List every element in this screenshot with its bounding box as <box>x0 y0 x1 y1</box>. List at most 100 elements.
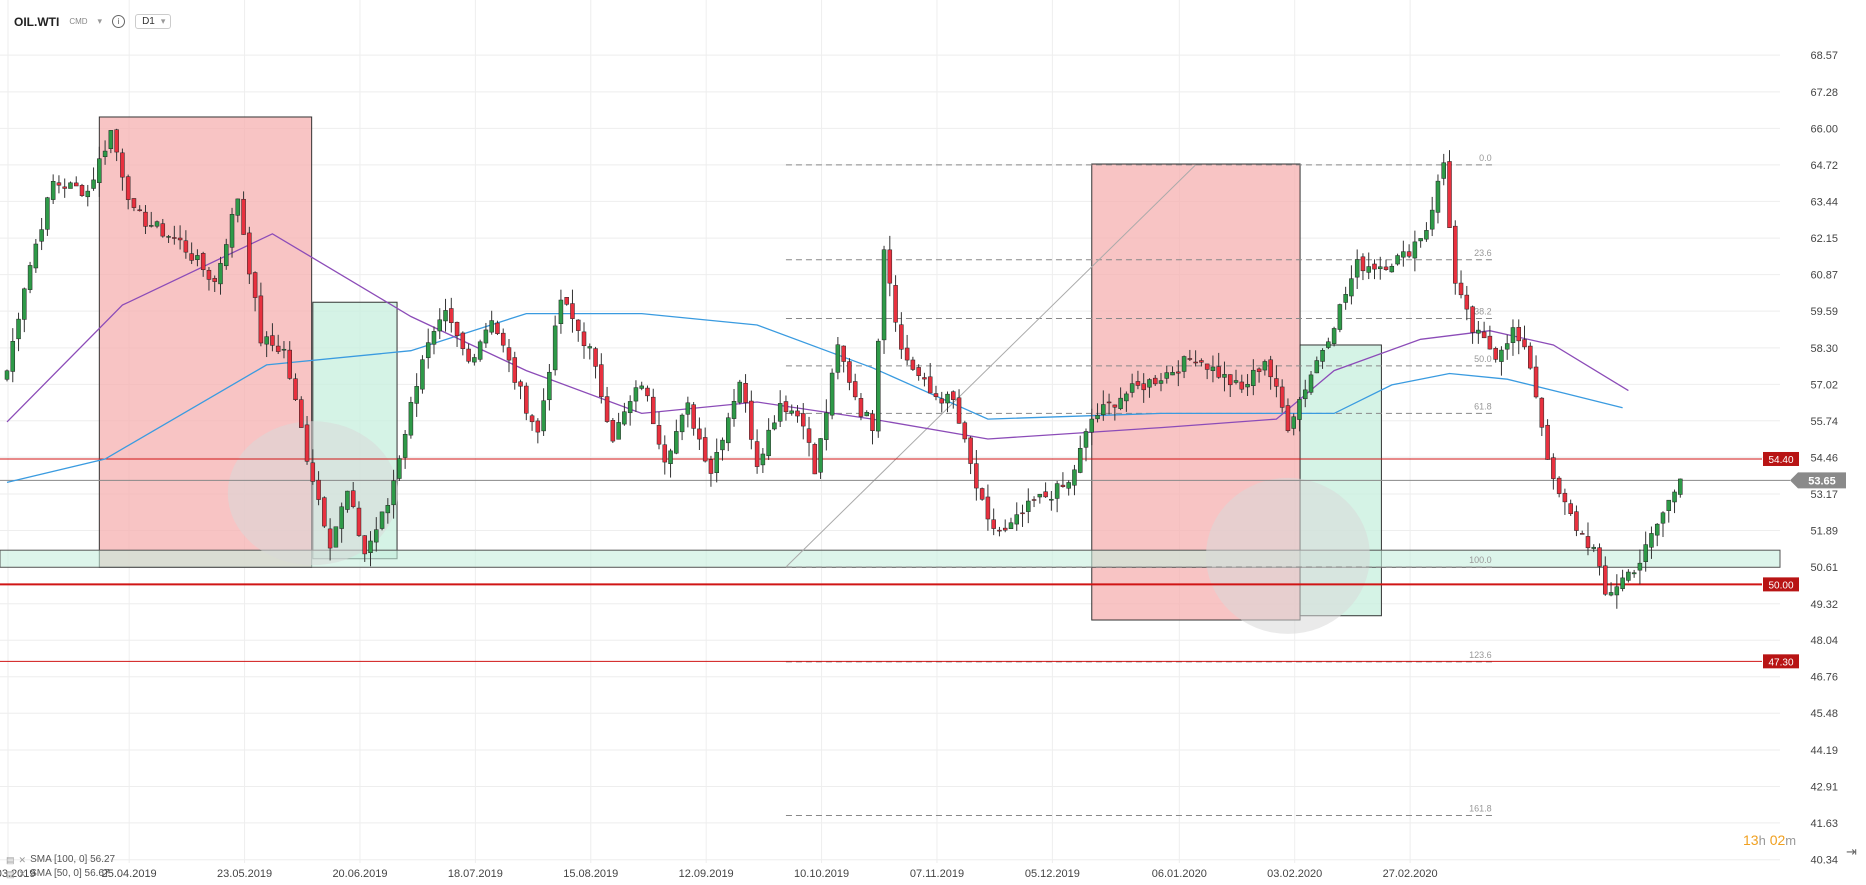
candle-body <box>425 342 431 359</box>
candle-body <box>674 431 679 454</box>
time-axis[interactable]: 27.03.2019 25.04.2019 23.05.2019 20.06.2019… <box>0 868 1438 880</box>
candle-body <box>1256 368 1262 372</box>
candle-body <box>910 359 916 370</box>
y-tick-label: 67.28 <box>1810 87 1838 99</box>
candle-body <box>714 452 719 473</box>
candle-body <box>10 341 16 372</box>
candle-body <box>1360 256 1366 272</box>
candle-body <box>760 453 766 466</box>
candle-body <box>979 488 985 500</box>
timeframe-select[interactable]: D1 ▾ <box>135 14 172 29</box>
candle-body <box>697 428 702 440</box>
candle-body <box>1343 294 1348 303</box>
scroll-to-end-icon[interactable]: ⇥ <box>1846 844 1857 859</box>
candle-body <box>189 253 194 261</box>
candle-body <box>1106 401 1112 404</box>
candle-body <box>829 372 835 416</box>
candle-body <box>956 397 962 424</box>
candle-body <box>200 253 206 271</box>
close-icon[interactable]: ✕ <box>18 869 27 879</box>
candle-body <box>737 381 743 403</box>
y-tick-label: 50.61 <box>1810 562 1838 574</box>
legend-item-sma100[interactable]: ▤ ✕ SMA [100, 0] 56.27 <box>6 853 115 867</box>
candle-body <box>264 336 269 345</box>
candle-body <box>858 398 864 417</box>
y-tick-label: 41.63 <box>1810 818 1838 830</box>
candle-body <box>79 185 85 196</box>
candle-body <box>414 386 419 404</box>
candle-body <box>137 209 142 212</box>
candle-body <box>1331 328 1337 344</box>
candle-body <box>593 348 598 367</box>
candle-body <box>1279 386 1285 408</box>
candle-body <box>1585 536 1591 549</box>
candle-body <box>1447 161 1452 228</box>
candle-body <box>1666 499 1672 511</box>
timer-hours-unit: h <box>1758 833 1766 848</box>
candle-body <box>247 232 252 275</box>
candle-body <box>1014 514 1019 525</box>
x-tick-label: 15.08.2019 <box>563 868 618 880</box>
candle-body <box>252 272 258 298</box>
candle-body <box>1470 306 1475 333</box>
candle-body <box>1597 547 1602 567</box>
candle-body <box>183 240 189 253</box>
candle-body <box>587 346 593 349</box>
candle-body <box>500 332 506 346</box>
candle-body <box>102 150 108 157</box>
category-label: CMD <box>69 17 88 26</box>
candle-body <box>472 357 477 363</box>
candle-body <box>1129 383 1135 393</box>
candle-body <box>668 450 673 464</box>
candle-body <box>1418 238 1423 242</box>
chevron-down-icon[interactable]: ▾ <box>97 16 103 26</box>
candle-body <box>1435 180 1441 213</box>
candle-body <box>1349 278 1354 297</box>
candle-body <box>91 179 96 189</box>
candle-body <box>397 458 402 479</box>
highlight-circle <box>1205 477 1370 634</box>
candle-body <box>125 176 131 200</box>
candle-body <box>1233 380 1239 383</box>
candle-body <box>1603 565 1608 595</box>
candle-body <box>835 344 841 373</box>
candle-body <box>437 319 442 332</box>
candle-body <box>241 198 246 235</box>
legend-item-sma50[interactable]: ▤ ✕ SMA [50, 0] 56.67 <box>6 867 115 881</box>
y-tick-label: 59.59 <box>1810 306 1838 318</box>
candle-body <box>143 211 148 227</box>
candle-body <box>431 331 437 345</box>
candle-body <box>1579 533 1585 535</box>
candle-body <box>599 364 604 398</box>
legend-label: SMA [100, 0] 56.27 <box>30 854 116 865</box>
candle-body <box>1152 377 1158 385</box>
candle-body <box>1314 360 1320 374</box>
chart-toolbar: OIL.WTI CMD ▾ i D1 ▾ <box>14 14 172 29</box>
candle-body <box>564 297 569 305</box>
candle-body <box>4 370 10 380</box>
candle-body <box>1654 523 1660 536</box>
candle-body <box>120 152 125 178</box>
price-axis[interactable]: 54.40 50.00 47.30 68.57 67.28 66.00 64.72 63.44… <box>1763 50 1846 867</box>
candle-body <box>50 181 56 200</box>
candle-body <box>627 401 633 414</box>
candle-body <box>449 308 454 323</box>
candle-body <box>731 401 737 419</box>
info-icon[interactable]: i <box>112 15 126 28</box>
candle-body <box>1008 522 1014 530</box>
close-icon[interactable]: ✕ <box>18 855 27 865</box>
candle-body <box>1678 478 1683 495</box>
candle-body <box>904 347 910 361</box>
eye-icon[interactable]: ▤ <box>6 869 15 879</box>
candle-body <box>962 422 968 440</box>
legend-label: SMA [50, 0] 56.67 <box>30 868 110 879</box>
candle-body <box>270 335 275 346</box>
candle-body <box>1591 546 1596 549</box>
symbol-label[interactable]: OIL.WTI <box>14 14 60 29</box>
candle-body <box>1637 562 1643 571</box>
eye-icon[interactable]: ▤ <box>6 855 15 865</box>
candle-body <box>1528 345 1533 369</box>
y-tick-label: 68.57 <box>1810 50 1838 62</box>
candle-body <box>1337 304 1343 330</box>
